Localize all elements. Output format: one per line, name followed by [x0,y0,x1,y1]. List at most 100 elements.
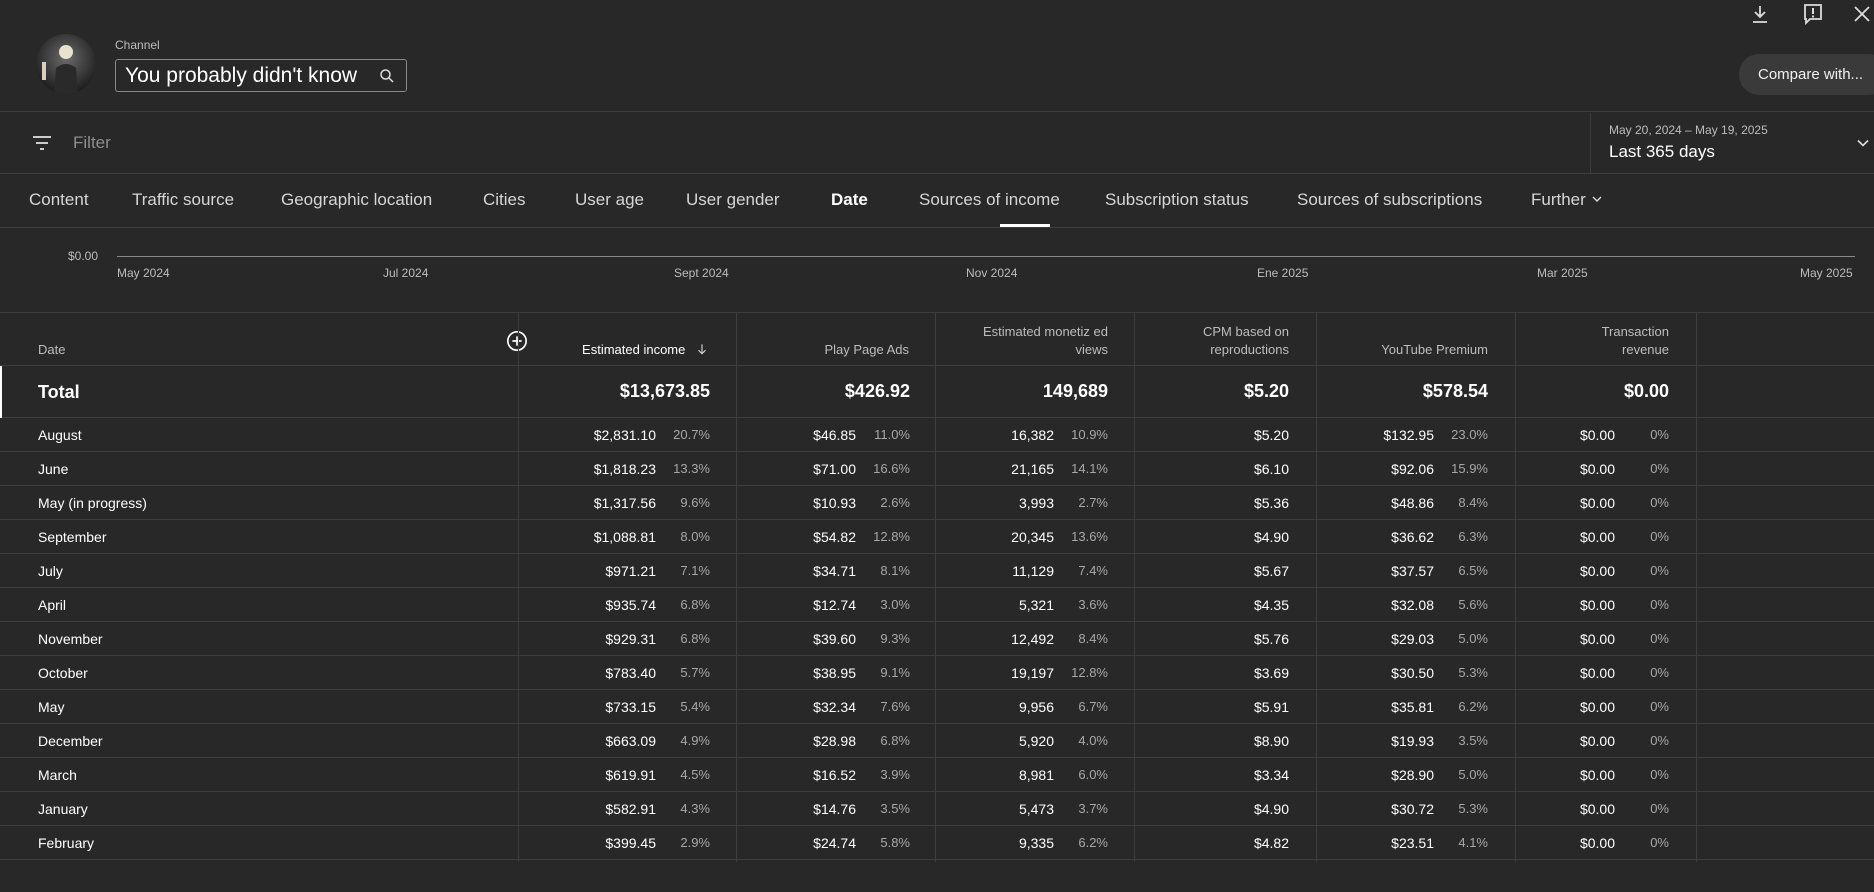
row-date-label: May (in progress) [38,495,147,511]
cell-youtube-premium: $37.57 [1391,563,1434,579]
cell-monetized-views-percent: 13.6% [1071,529,1108,544]
table-row[interactable]: May (in progress) $1,317.56 9.6% $10.93 2.6%… [0,486,1874,520]
cell-play-page-ads-percent: 11.0% [874,427,910,442]
cell-estimated-income-percent: 5.7% [680,665,710,680]
add-column-icon[interactable] [506,330,528,352]
total-play-page-ads: $426.92 [844,381,910,401]
column-header-transaction-line1: Transaction [1601,324,1669,339]
compare-with-button[interactable]: Compare with... [1739,54,1874,95]
cell-play-page-ads-percent: 3.9% [880,767,910,782]
cell-monetized-views: 12,492 [1011,631,1054,647]
column-header-estimated-income[interactable]: Estimated income [582,341,709,359]
tab-geographic-location[interactable]: Geographic location [281,190,433,209]
cell-youtube-premium-percent: 3.5% [1458,733,1488,748]
cell-cpm: $5.36 [1253,495,1289,511]
table-row[interactable]: February $399.45 2.9% $24.74 5.8% 9,335 6.2% $4… [0,826,1874,860]
table-row[interactable]: June $1,818.23 13.3% $71.00 16.6% 21,165 14.1%… [0,452,1874,486]
channel-avatar[interactable] [36,34,96,94]
tab-further[interactable]: Further [1531,190,1605,210]
date-range-label: Last 365 days [1609,142,1715,161]
column-header-cpm[interactable]: CPM based on reproductions [1203,323,1289,359]
cell-estimated-income: $783.40 [605,665,656,681]
cell-play-page-ads-percent: 7.6% [880,699,910,714]
column-divider [518,312,519,862]
search-icon[interactable] [378,67,396,85]
cell-youtube-premium: $30.72 [1391,801,1434,817]
cell-youtube-premium: $92.06 [1391,461,1434,477]
cell-cpm: $4.90 [1253,529,1289,545]
chart-x-tick: Ene 2025 [1257,266,1309,280]
filter-icon[interactable] [30,131,54,155]
row-date-label: April [38,597,67,613]
column-header-youtube-premium[interactable]: YouTube Premium [1381,342,1488,357]
cell-monetized-views-percent: 3.6% [1078,597,1108,612]
cell-youtube-premium: $48.86 [1391,495,1434,511]
cell-youtube-premium: $132.95 [1383,427,1434,443]
cell-transaction-revenue-percent: 0% [1650,427,1669,442]
cell-youtube-premium-percent: 6.2% [1458,699,1488,714]
table-row[interactable]: May $733.15 5.4% $32.34 7.6% 9,956 6.7% $5.91 $3… [0,690,1874,724]
column-divider [935,312,936,862]
cell-play-page-ads: $12.74 [813,597,856,613]
column-header-cpm-line2: reproductions [1210,342,1289,357]
cell-cpm: $4.90 [1253,801,1289,817]
cell-youtube-premium-percent: 5.3% [1458,801,1488,816]
cell-cpm: $3.69 [1253,665,1289,681]
table-row[interactable]: November $929.31 6.8% $39.60 9.3% 12,492 8.4% $… [0,622,1874,656]
table-row[interactable]: January $582.91 4.3% $14.76 3.5% 5,473 3.7% $4.… [0,792,1874,826]
table-row[interactable]: October $783.40 5.7% $38.95 9.1% 19,197 12.8% $… [0,656,1874,690]
tab-traffic-source[interactable]: Traffic source [132,190,235,209]
download-icon[interactable] [1748,2,1772,26]
cell-transaction-revenue: $0.00 [1579,801,1615,817]
tab-cities[interactable]: Cities [483,190,526,209]
tab-user-gender[interactable]: User gender [686,190,780,209]
feedback-icon[interactable] [1801,2,1825,26]
cell-monetized-views-percent: 8.4% [1078,631,1108,646]
tab-content[interactable]: Content [29,190,89,209]
close-icon[interactable] [1850,2,1874,26]
table-row[interactable]: September $1,088.81 8.0% $54.82 12.8% 20,345 1… [0,520,1874,554]
cell-monetized-views-percent: 4.0% [1078,733,1108,748]
column-header-estimated-income-label: Estimated income [582,342,686,357]
cell-youtube-premium-percent: 6.3% [1458,529,1488,544]
column-divider [1515,312,1516,862]
channel-selector[interactable]: You probably didn't know [115,59,407,92]
column-header-date[interactable]: Date [38,342,66,357]
date-range-selector[interactable]: May 20, 2024 – May 19, 2025 Last 365 day… [1590,113,1874,174]
cell-monetized-views: 16,382 [1011,427,1054,443]
row-date-label: November [38,631,103,647]
cell-transaction-revenue: $0.00 [1579,665,1615,681]
cell-youtube-premium-percent: 4.1% [1458,835,1488,850]
cell-estimated-income-percent: 20.7% [673,427,710,442]
cell-transaction-revenue: $0.00 [1579,631,1615,647]
cell-play-page-ads: $14.76 [813,801,856,817]
tab-sources-of-income[interactable]: Sources of income [919,190,1060,209]
tab-subscription-status[interactable]: Subscription status [1105,190,1249,209]
cell-cpm: $5.91 [1253,699,1289,715]
column-header-transaction-revenue[interactable]: Transaction revenue [1602,323,1669,359]
cell-estimated-income-percent: 9.6% [680,495,710,510]
table-row[interactable]: April $935.74 6.8% $12.74 3.0% 5,321 3.6% $4.35… [0,588,1874,622]
total-estimated-income: $13,673.85 [619,381,710,401]
column-header-monetized-views[interactable]: Estimated monetiz ed views [983,323,1108,359]
table-row[interactable]: July $971.21 7.1% $34.71 8.1% 11,129 7.4% $5.67… [0,554,1874,588]
cell-youtube-premium-percent: 5.3% [1458,665,1488,680]
row-date-label: December [38,733,103,749]
cell-estimated-income-percent: 7.1% [680,563,710,578]
cell-transaction-revenue-percent: 0% [1650,767,1669,782]
table-row[interactable]: December $663.09 4.9% $28.98 6.8% 5,920 4.0% $8… [0,724,1874,758]
chevron-down-icon [1857,139,1869,147]
table-row[interactable]: August $2,831.10 20.7% $46.85 11.0% 16,382 10.… [0,418,1874,452]
cell-estimated-income-percent: 4.9% [680,733,710,748]
table-row[interactable]: March $619.91 4.5% $16.52 3.9% 8,981 6.0% $3.34… [0,758,1874,792]
cell-estimated-income-percent: 8.0% [680,529,710,544]
cell-play-page-ads: $46.85 [813,427,856,443]
tab-user-age[interactable]: User age [575,190,644,209]
tab-sources-of-subscriptions[interactable]: Sources of subscriptions [1297,190,1483,209]
cell-transaction-revenue: $0.00 [1579,597,1615,613]
chart-x-tick: Mar 2025 [1537,266,1588,280]
cell-monetized-views-percent: 14.1% [1071,461,1108,476]
tab-date[interactable]: Date [831,190,868,209]
filter-input[interactable]: Filter [73,133,111,152]
column-header-play-page-ads[interactable]: Play Page Ads [824,342,909,357]
